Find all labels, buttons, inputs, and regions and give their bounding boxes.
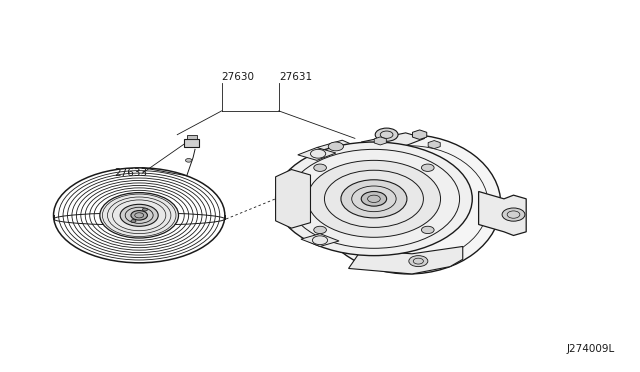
Circle shape [409, 256, 428, 267]
Circle shape [341, 180, 407, 218]
Polygon shape [412, 130, 427, 140]
Circle shape [131, 211, 147, 220]
Circle shape [314, 164, 326, 171]
Polygon shape [298, 148, 336, 160]
Circle shape [307, 160, 440, 237]
Polygon shape [301, 234, 339, 247]
Ellipse shape [317, 135, 501, 274]
Circle shape [375, 128, 398, 141]
Text: J274009L: J274009L [567, 344, 615, 354]
Circle shape [142, 208, 147, 211]
Circle shape [421, 164, 434, 171]
Polygon shape [361, 133, 425, 146]
Polygon shape [349, 247, 463, 274]
Circle shape [502, 208, 525, 221]
Circle shape [120, 204, 158, 226]
Circle shape [276, 142, 472, 256]
Circle shape [421, 226, 434, 234]
FancyBboxPatch shape [187, 135, 197, 139]
Polygon shape [428, 141, 440, 149]
Circle shape [314, 226, 326, 234]
Polygon shape [374, 137, 387, 145]
Text: 27630: 27630 [221, 71, 255, 81]
Polygon shape [317, 140, 355, 153]
Circle shape [361, 192, 387, 206]
Circle shape [131, 219, 136, 222]
Text: 27633: 27633 [114, 168, 147, 178]
Circle shape [100, 193, 179, 238]
Text: 27631: 27631 [279, 71, 312, 81]
Circle shape [328, 142, 344, 151]
Circle shape [186, 158, 192, 162]
Polygon shape [479, 192, 526, 235]
FancyBboxPatch shape [184, 139, 200, 147]
Polygon shape [276, 170, 310, 228]
